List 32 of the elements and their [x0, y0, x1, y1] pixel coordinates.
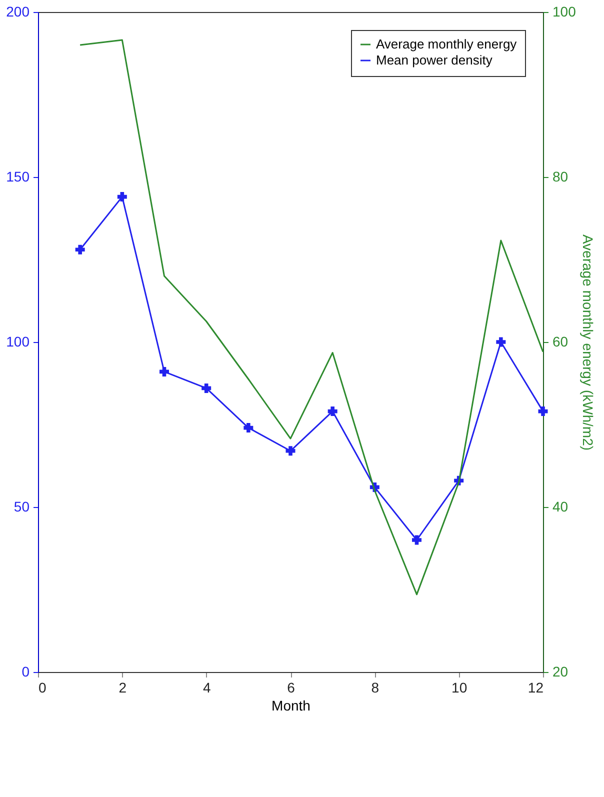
y2-axis-title: Average monthly energy (kWh/m2)	[580, 234, 596, 451]
y2-tick-label: 100	[552, 4, 576, 20]
line-series	[79, 39, 544, 596]
y-tick-label: 200	[6, 4, 30, 20]
point	[244, 423, 254, 433]
x-tick-label: 6	[287, 680, 296, 696]
x-tick-label: 2	[118, 680, 127, 696]
point	[286, 446, 296, 456]
x-tick-label: 12	[528, 680, 544, 696]
y-tick-label: 100	[6, 334, 30, 350]
x-tick-label: 10	[452, 680, 468, 696]
x-axis-title: Month	[272, 698, 310, 714]
point	[202, 383, 212, 393]
y-tick-label: 150	[6, 168, 30, 184]
x-tick-label: 0	[38, 680, 46, 696]
x-tick-label: 8	[371, 680, 380, 696]
y2-tick-label: 20	[552, 664, 568, 680]
legend-label: Mean power density	[376, 52, 493, 68]
legend-label: Average monthly energy	[376, 36, 518, 52]
y2-tick-label: 80	[552, 168, 568, 184]
point	[496, 337, 506, 347]
y-tick-label: 50	[14, 498, 30, 514]
point	[538, 406, 548, 416]
y-tick-label: 0	[22, 664, 30, 680]
y2-tick-label: 60	[552, 334, 568, 350]
point	[117, 192, 127, 202]
x-tick-label: 4	[202, 680, 211, 696]
point	[160, 366, 169, 376]
point	[75, 244, 85, 254]
point	[328, 406, 338, 416]
point	[412, 535, 422, 545]
y2-tick-label: 40	[552, 498, 568, 514]
